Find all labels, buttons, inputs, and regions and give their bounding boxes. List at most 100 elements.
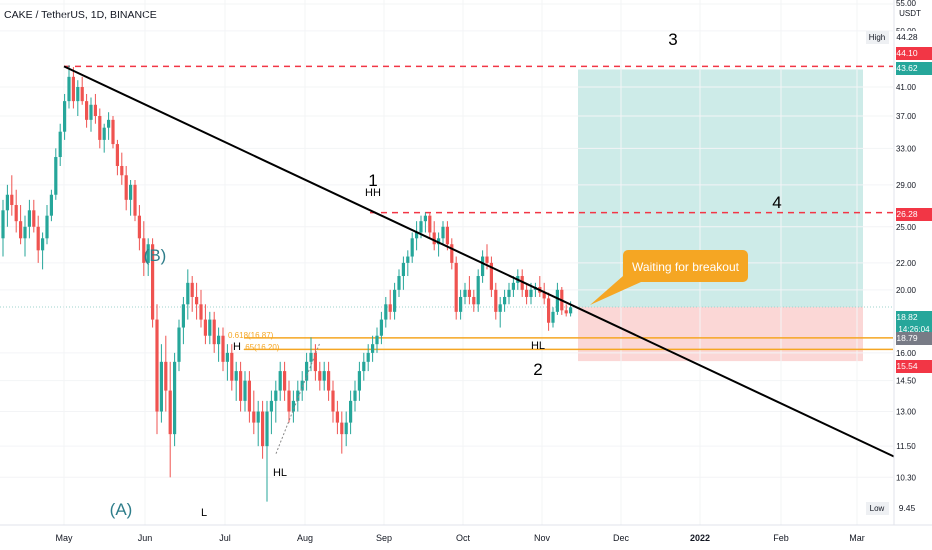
candle-body	[366, 352, 370, 362]
y-tick-label: 55.00	[896, 0, 917, 8]
candle-body	[186, 282, 190, 305]
y-tick-label: 14.50	[896, 377, 917, 386]
candle-body	[173, 361, 177, 435]
price-label-box	[896, 208, 932, 221]
candle-body	[115, 144, 119, 166]
wave-a-label: (A)	[110, 500, 133, 519]
candle-body	[511, 282, 515, 290]
candle-body	[102, 127, 106, 140]
x-tick-label: Jun	[138, 533, 153, 543]
candle-body	[261, 411, 265, 447]
x-tick-label: Jul	[219, 533, 231, 543]
candle-body	[49, 194, 53, 216]
candle-body	[32, 210, 36, 227]
wave-3-label: 3	[668, 30, 677, 49]
candle-body	[371, 344, 375, 353]
candle-body	[419, 221, 423, 233]
callout-pointer	[590, 276, 641, 305]
candle-body	[353, 390, 357, 401]
y-tick-label: 11.50	[896, 442, 916, 451]
candle-body	[503, 296, 507, 305]
candle-body	[269, 400, 273, 412]
candle-body	[296, 390, 300, 401]
candle-body	[168, 390, 172, 435]
x-tick-label: May	[55, 533, 73, 543]
candle-body	[120, 165, 124, 176]
y-tick-label: 37.00	[896, 112, 917, 121]
candle-body	[283, 371, 287, 391]
candle-body	[190, 282, 194, 297]
y-tick-label: 10.30	[896, 473, 917, 482]
price-label-value: 26.28	[896, 209, 918, 219]
candle-body	[454, 262, 458, 312]
price-label-box	[896, 502, 932, 515]
candle-body	[199, 304, 203, 320]
x-tick-label: 2022	[690, 533, 710, 543]
hh-label: HH	[365, 187, 381, 199]
candle-body	[142, 238, 146, 263]
candle-body	[441, 226, 445, 239]
candle-body	[305, 361, 309, 381]
candle-body	[203, 319, 207, 336]
candle-body	[476, 276, 480, 305]
candle-body	[547, 298, 551, 323]
candle-body	[481, 256, 485, 277]
candle-body	[379, 319, 383, 336]
price-label-tag-bg	[866, 31, 889, 44]
candle-body	[151, 244, 155, 320]
candle-body	[45, 215, 49, 239]
price-label-tag: High	[869, 33, 885, 42]
candle-body	[388, 304, 392, 312]
price-label-box	[896, 47, 932, 60]
wave-b-label: (B)	[144, 246, 167, 265]
x-tick-label: Sep	[376, 533, 392, 543]
candle-body	[542, 292, 546, 299]
candle-body	[137, 215, 141, 239]
price-label-value: 43.62	[896, 63, 918, 73]
price-label-box	[896, 360, 932, 373]
candle-body	[85, 101, 89, 120]
price-label-value: 44.10	[896, 48, 918, 58]
candle-body	[472, 296, 476, 305]
candle-body	[489, 262, 493, 290]
candle-body	[63, 101, 67, 132]
y-tick-label: 41.00	[896, 83, 917, 92]
x-tick-label: Aug	[297, 533, 313, 543]
stop-zone	[578, 306, 863, 362]
candle-body	[362, 361, 366, 372]
candle-body	[331, 390, 335, 412]
candle-body	[225, 352, 229, 362]
candle-body	[300, 380, 304, 391]
candle-body	[230, 352, 234, 381]
wave-1-label: 1	[368, 171, 377, 190]
candle-body	[340, 422, 344, 435]
callout-text: Waiting for breakout	[632, 260, 740, 274]
candle-body	[569, 307, 573, 314]
fib-065-label: .65(16.20)	[243, 343, 280, 352]
candle-body	[239, 371, 243, 401]
candle-body	[564, 310, 568, 314]
price-label-value: 18.79	[896, 333, 918, 343]
candle-body	[459, 296, 463, 312]
candle-body	[5, 194, 9, 211]
candle-body	[155, 319, 159, 412]
candle-body	[10, 194, 14, 206]
candle-body	[89, 104, 93, 120]
hl-label-2: HL	[531, 340, 545, 352]
candle-body	[291, 400, 295, 412]
y-tick-label: 20.00	[896, 286, 917, 295]
callout-box	[623, 250, 748, 282]
candle-body	[41, 238, 45, 251]
x-tick-label: Oct	[456, 533, 471, 543]
y-tick-label: 22.00	[896, 259, 917, 268]
candle-body	[375, 335, 379, 345]
candle-body	[76, 86, 80, 102]
y-tick-label: 33.00	[896, 144, 917, 153]
price-label-value: 44.28	[896, 32, 918, 42]
y-tick-label: 25.00	[896, 223, 917, 232]
l-label: L	[201, 507, 207, 519]
price-label-value: 9.45	[899, 503, 916, 513]
candle-body	[287, 390, 291, 412]
candle-body	[318, 371, 322, 381]
